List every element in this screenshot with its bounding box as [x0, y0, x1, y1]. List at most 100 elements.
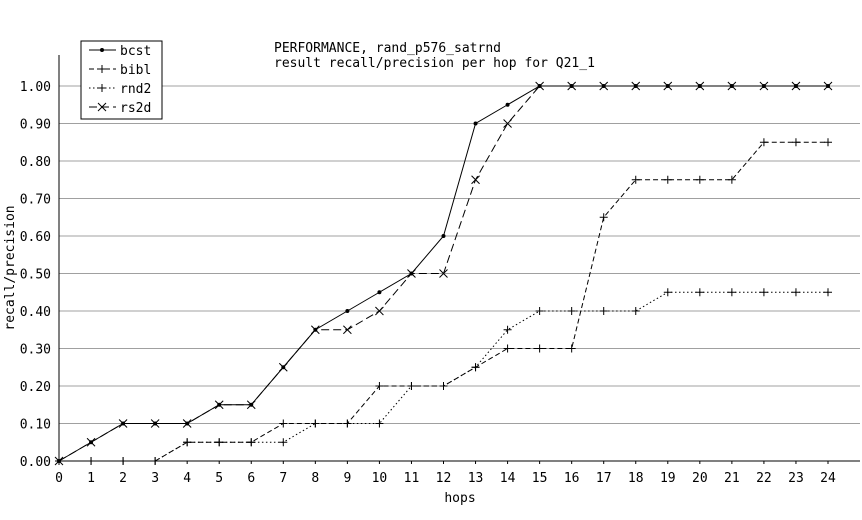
x-tick-label: 22 — [756, 471, 772, 486]
y-tick-label: 0.60 — [20, 230, 51, 245]
x-tick-label: 4 — [183, 471, 191, 486]
x-tick-label: 16 — [564, 471, 580, 486]
x-tick-label: 6 — [247, 471, 255, 486]
data-point-rs2d — [567, 81, 577, 91]
data-point-rnd2 — [791, 288, 800, 297]
legend-marker-bcst — [100, 48, 104, 52]
data-point-rs2d — [695, 81, 705, 91]
series-line-bibl — [59, 141, 828, 462]
data-point-rs2d — [535, 81, 544, 91]
data-point-bibl — [279, 419, 288, 428]
data-point-rnd2 — [631, 307, 640, 315]
legend-box — [80, 40, 163, 120]
data-point-rs2d — [150, 419, 160, 428]
grid-lines — [59, 85, 860, 424]
legend-marker-rnd2 — [98, 84, 106, 92]
data-point-rnd2 — [695, 288, 704, 297]
data-point-rs2d — [599, 81, 609, 91]
x-tick-label: 15 — [532, 471, 548, 486]
legend-marker-bibl — [98, 65, 106, 73]
x-tick-label: 13 — [468, 471, 484, 486]
y-tick-label: 0.40 — [20, 305, 51, 320]
legend-marker-rs2d — [97, 102, 107, 112]
x-tick-label: 8 — [311, 471, 319, 486]
x-tick-label: 9 — [343, 471, 351, 486]
data-point-rs2d — [343, 325, 352, 335]
x-tick-label: 14 — [500, 471, 516, 486]
y-tick-label: 0.20 — [20, 380, 51, 395]
legend-label-rnd2: rnd2 — [120, 82, 151, 97]
data-point-bcst — [441, 234, 446, 238]
data-point-bibl — [535, 344, 544, 353]
data-point-rs2d — [471, 175, 480, 185]
data-point-rnd2 — [471, 363, 480, 372]
x-tick-label: 0 — [55, 471, 63, 486]
data-point-rnd2 — [151, 457, 160, 465]
x-tick-label: 23 — [788, 471, 804, 486]
x-tick-label: 12 — [436, 471, 452, 486]
data-point-rnd2 — [663, 288, 672, 297]
y-tick-label: 0.90 — [20, 118, 51, 133]
x-axis-label: hops — [444, 491, 475, 506]
x-tick-label: 7 — [279, 471, 287, 486]
x-tick-label: 21 — [724, 471, 740, 486]
data-point-rnd2 — [567, 307, 576, 315]
data-point-rnd2 — [279, 438, 288, 447]
x-tick-label: 18 — [628, 471, 644, 486]
data-point-bibl — [599, 213, 608, 222]
data-point-rs2d — [503, 119, 512, 128]
data-point-rs2d — [278, 362, 288, 372]
data-point-rs2d — [375, 306, 384, 316]
chart-title: PERFORMANCE, rand_p576_satrnd — [274, 41, 501, 56]
data-point-rs2d — [214, 400, 224, 410]
x-tick-label: 19 — [660, 471, 676, 486]
axes — [58, 55, 860, 462]
data-point-bcst — [377, 290, 382, 295]
legend-label-rs2d: rs2d — [120, 101, 151, 116]
data-point-rs2d — [439, 269, 448, 278]
legend-label-bibl: bibl — [120, 63, 151, 78]
chart-subtitle: result recall/precision per hop for Q21_… — [274, 56, 595, 71]
data-point-rnd2 — [439, 382, 448, 390]
x-tick-label: 17 — [596, 471, 612, 486]
y-tick-label: 0.50 — [20, 268, 51, 283]
x-tick-label: 3 — [151, 471, 159, 486]
legend: bcst bibl rnd2 rs2d — [80, 40, 163, 120]
y-tick-labels: 0.00 0.10 0.20 0.30 0.40 0.50 0.60 0.70 0.80 0.90… — [20, 80, 51, 470]
y-tick-label: 0.00 — [20, 455, 51, 470]
y-tick-label: 0.80 — [20, 155, 51, 170]
data-point-rs2d — [823, 81, 833, 91]
series-lines — [54, 81, 833, 466]
x-tick-label: 1 — [87, 471, 95, 486]
x-tick-label: 10 — [372, 471, 388, 486]
data-point-bcst — [345, 309, 350, 313]
data-point-rnd2 — [119, 457, 128, 465]
data-point-bcst — [473, 121, 478, 126]
data-point-bibl — [663, 175, 672, 184]
data-point-bibl — [759, 138, 768, 147]
data-point-bibl — [695, 175, 704, 184]
data-point-rs2d — [407, 269, 416, 278]
data-point-rs2d — [182, 419, 192, 428]
y-tick-label: 0.10 — [20, 418, 51, 433]
data-point-rnd2 — [535, 307, 544, 315]
data-point-bibl — [727, 175, 736, 184]
x-tick-label: 5 — [215, 471, 223, 486]
data-point-rnd2 — [247, 438, 256, 447]
data-point-rs2d — [631, 81, 641, 91]
data-point-rs2d — [246, 400, 256, 410]
data-point-bibl — [824, 138, 832, 147]
data-point-rs2d — [86, 437, 96, 447]
x-tick-label: 2 — [119, 471, 127, 486]
data-point-bibl — [375, 382, 384, 390]
data-point-bibl — [567, 344, 576, 353]
data-point-rs2d — [310, 325, 320, 335]
x-tick-label: 20 — [692, 471, 708, 486]
data-point-rnd2 — [183, 438, 192, 447]
y-axis-label: recall/precision — [3, 205, 18, 330]
x-tick-label: 11 — [404, 471, 420, 486]
series-line-rnd2 — [59, 291, 828, 462]
data-point-rnd2 — [824, 288, 832, 297]
data-point-rnd2 — [375, 419, 384, 428]
